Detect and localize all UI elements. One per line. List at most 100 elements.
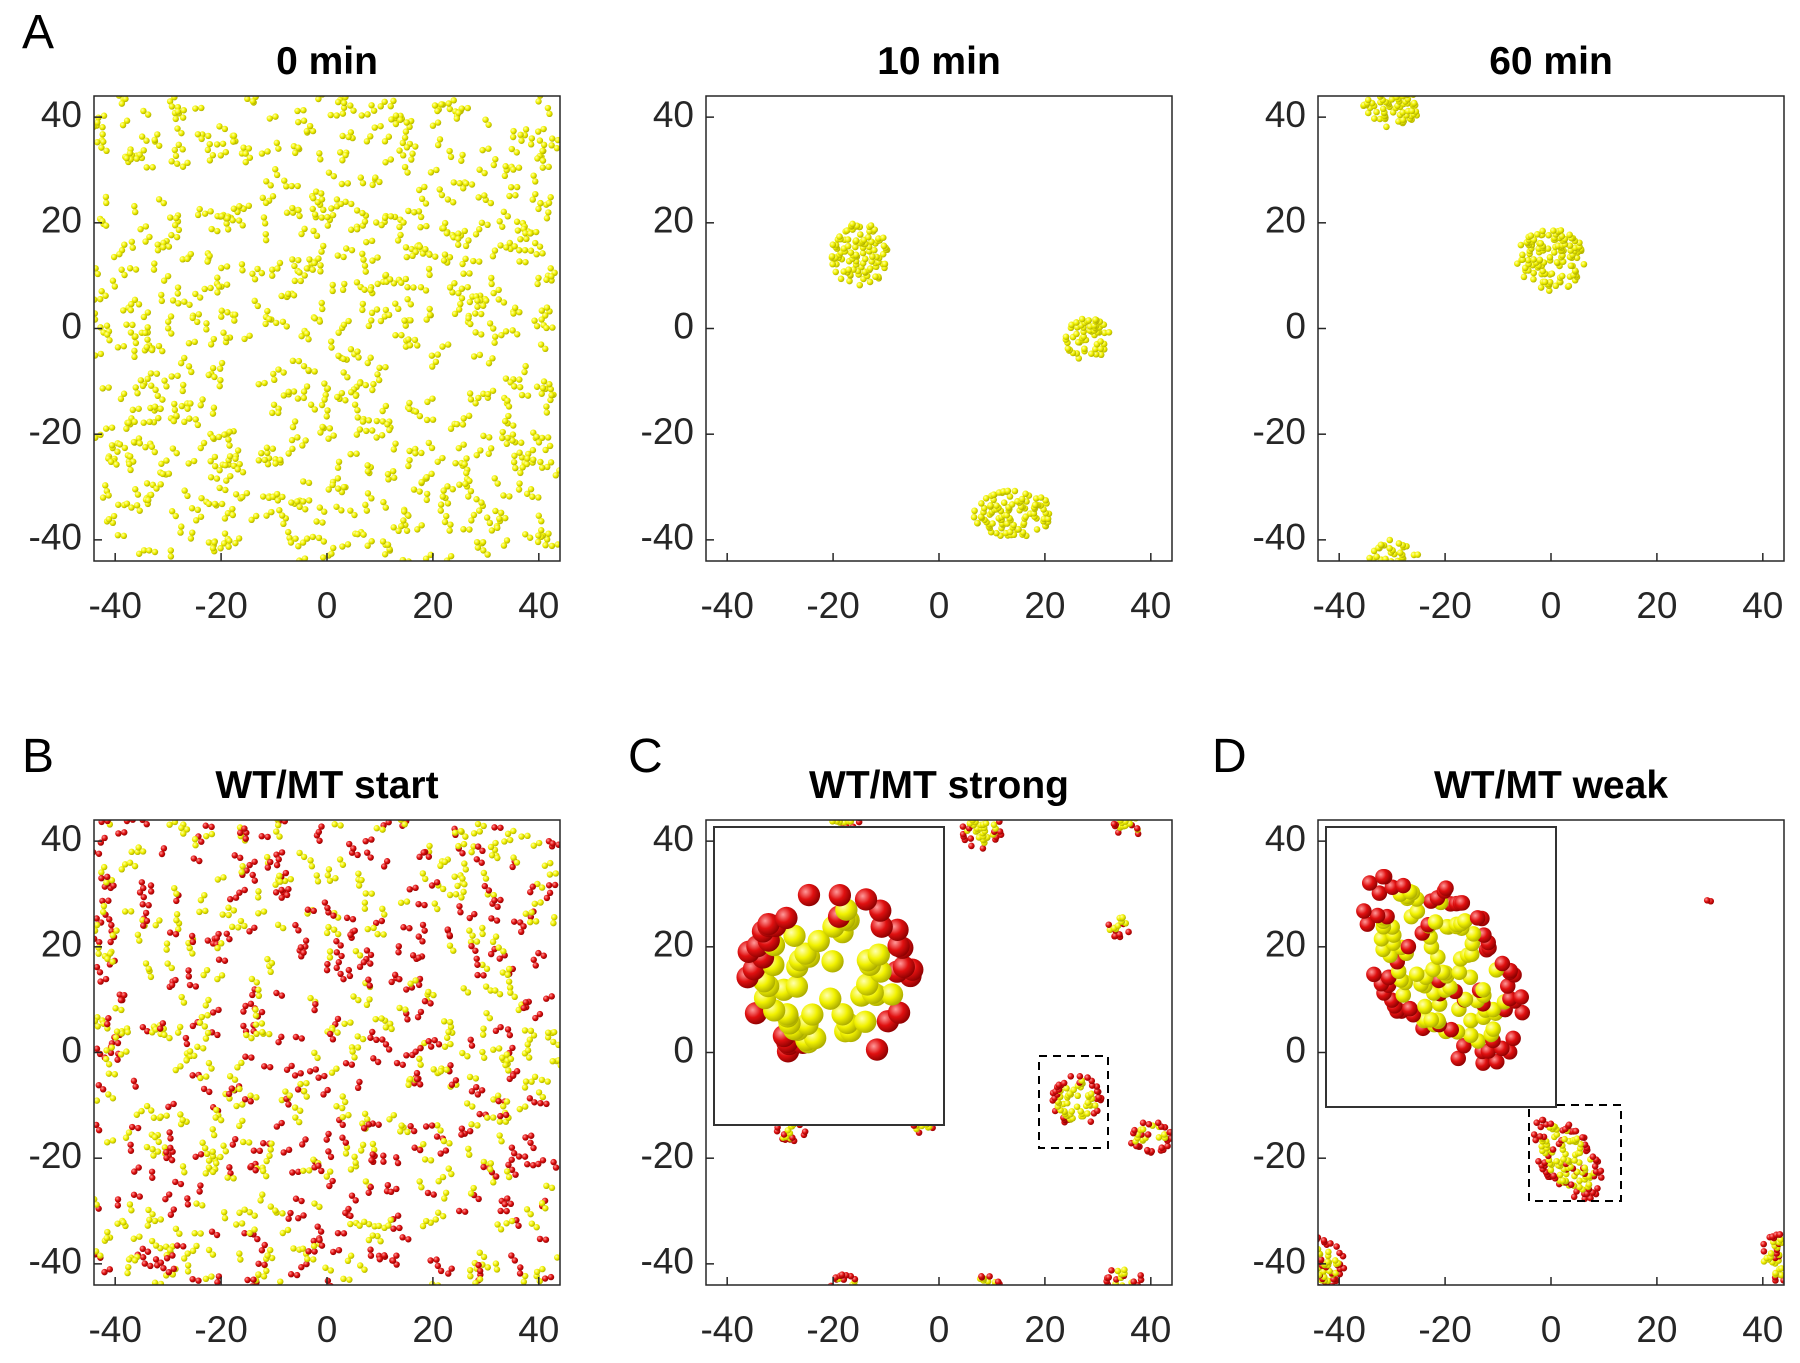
cell [502, 515, 508, 521]
cell [304, 1256, 310, 1262]
y-tick-label: -40 [29, 517, 82, 558]
cell [113, 461, 119, 467]
cell [368, 495, 374, 501]
cell [184, 256, 190, 262]
cell [537, 899, 543, 905]
cell [301, 118, 307, 124]
cell [552, 882, 558, 888]
cell [201, 286, 207, 292]
cell [1375, 869, 1391, 885]
cell [396, 1005, 402, 1011]
cell [450, 199, 456, 205]
cell [316, 1204, 322, 1210]
cell [463, 180, 469, 186]
cell [320, 1091, 326, 1097]
cell [983, 820, 990, 827]
cell [206, 372, 212, 378]
cell [525, 1041, 531, 1047]
cell [378, 318, 384, 324]
cell [169, 965, 175, 971]
cell [533, 434, 539, 440]
cell [424, 497, 430, 503]
cell [311, 1248, 317, 1254]
cell [545, 105, 551, 111]
x-tick-label: -20 [1418, 1309, 1471, 1350]
cell [977, 813, 984, 820]
cell [423, 1123, 429, 1129]
cell [239, 1220, 245, 1226]
cell [1375, 580, 1382, 587]
cell [98, 351, 104, 357]
cell [1409, 80, 1416, 87]
cell [270, 446, 276, 452]
cell [410, 952, 416, 958]
cell [360, 531, 366, 537]
cell [378, 222, 384, 228]
y-tick-label: 0 [673, 1029, 694, 1070]
cell [549, 543, 555, 549]
cell [218, 1117, 224, 1123]
cell [185, 460, 191, 466]
cell [481, 1055, 487, 1061]
cell [103, 222, 109, 228]
y-tick-label: 0 [61, 305, 82, 346]
cell [173, 450, 179, 456]
cell [106, 337, 112, 343]
cell [334, 1029, 340, 1035]
cell [1406, 583, 1413, 590]
cell [1470, 910, 1486, 926]
cell [100, 1086, 106, 1092]
cell [1125, 929, 1132, 936]
cell [231, 907, 237, 913]
cell [106, 516, 112, 522]
cell [1407, 89, 1414, 96]
cell [135, 1125, 141, 1131]
cell [177, 1111, 183, 1117]
cell [196, 311, 202, 317]
cell [543, 277, 549, 283]
cell [115, 344, 121, 350]
cell [341, 1230, 347, 1236]
cell [542, 447, 548, 453]
cell [1403, 92, 1410, 99]
cell [508, 1056, 514, 1062]
cell [546, 200, 552, 206]
cell [1387, 566, 1394, 573]
cell [1386, 586, 1393, 593]
cell [539, 391, 545, 397]
cell [1307, 1253, 1314, 1260]
cell [1384, 577, 1391, 584]
cell [971, 514, 978, 521]
cell [427, 1000, 433, 1006]
cell [548, 392, 554, 398]
cell [1551, 249, 1558, 256]
cell [411, 1128, 417, 1134]
cell [867, 279, 874, 286]
cell [141, 314, 147, 320]
cell [429, 1122, 435, 1128]
cell [253, 1094, 259, 1100]
cell [395, 237, 401, 243]
cell [158, 292, 164, 298]
cell [467, 299, 473, 305]
cell [312, 406, 318, 412]
cell [474, 962, 480, 968]
cell [121, 533, 127, 539]
cell [407, 317, 413, 323]
cell [314, 872, 320, 878]
cell [348, 1166, 354, 1172]
cell [401, 317, 407, 323]
cell [461, 415, 467, 421]
cell [1786, 1241, 1793, 1248]
cell [354, 531, 360, 537]
cell [254, 979, 260, 985]
cell [345, 134, 351, 140]
cell [110, 882, 116, 888]
cell [232, 1136, 238, 1142]
cell [522, 363, 528, 369]
cell [288, 499, 294, 505]
cell [299, 1141, 305, 1147]
panel: 60 min-40-2002040-40-2002040 [1253, 40, 1784, 626]
cell [163, 946, 169, 952]
cell [1514, 989, 1530, 1005]
